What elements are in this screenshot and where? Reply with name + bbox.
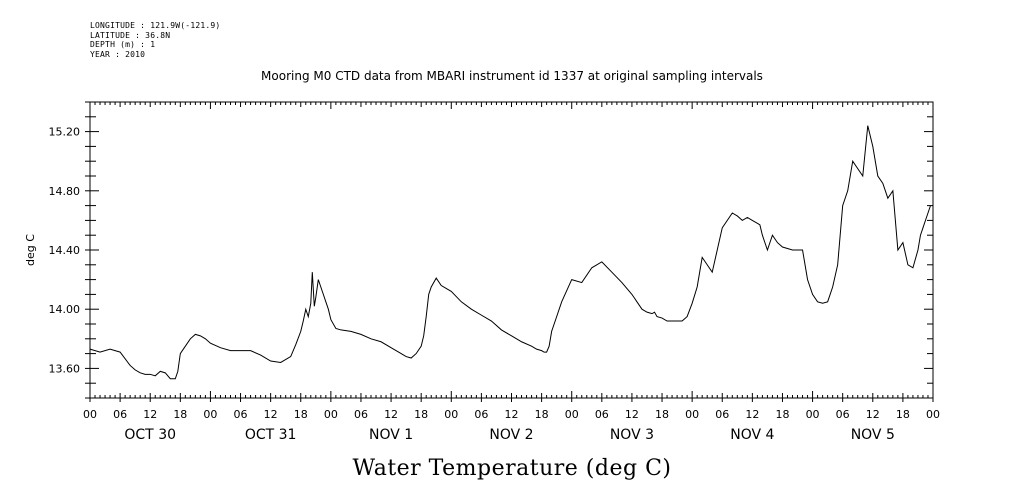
y-tick-label: 14.40	[49, 244, 81, 257]
day-label: NOV 1	[369, 427, 413, 443]
x-tick-label: 00	[324, 408, 338, 421]
y-axis-label: deg C	[24, 234, 37, 266]
x-tick-label: 18	[655, 408, 669, 421]
depth-text: DEPTH (m) : 1	[90, 40, 156, 49]
x-tick-label: 12	[505, 408, 519, 421]
x-tick-label: 06	[113, 408, 127, 421]
x-tick-label: 18	[896, 408, 910, 421]
mooring-metadata: LONGITUDE : 121.9W(-121.9) LATITUDE : 36…	[90, 21, 220, 59]
day-label: NOV 2	[489, 427, 533, 443]
x-tick-label: 06	[234, 408, 248, 421]
x-tick-label: 06	[836, 408, 850, 421]
y-tick-label: 14.00	[49, 303, 81, 316]
x-tick-label: 12	[745, 408, 759, 421]
y-tick-label: 13.60	[49, 362, 81, 375]
x-tick-label: 00	[83, 408, 97, 421]
day-label: OCT 30	[124, 427, 176, 443]
year-text: YEAR : 2010	[90, 49, 146, 59]
x-tick-label: 18	[294, 408, 308, 421]
x-tick-label: 12	[264, 408, 278, 421]
x-tick-label: 00	[565, 408, 579, 421]
day-label: NOV 4	[730, 427, 774, 443]
y-tick-label: 14.80	[49, 185, 81, 198]
latitude-text: LATITUDE : 36.8N	[90, 30, 171, 40]
day-label: OCT 31	[245, 427, 297, 443]
y-tick-label: 15.20	[49, 126, 81, 139]
water-temperature-line	[89, 125, 931, 380]
x-tick-label: 18	[414, 408, 428, 421]
x-tick-label: 12	[143, 408, 157, 421]
x-tick-label: 06	[474, 408, 488, 421]
x-tick-label: 06	[715, 408, 729, 421]
x-tick-label: 00	[806, 408, 820, 421]
x-tick-label: 12	[625, 408, 639, 421]
x-tick-label: 06	[595, 408, 609, 421]
x-tick-label: 18	[775, 408, 789, 421]
bottom-title: Water Temperature (deg C)	[353, 456, 672, 481]
plot-frame	[89, 101, 934, 399]
day-label: NOV 5	[851, 427, 895, 443]
x-tick-label: 00	[444, 408, 458, 421]
day-label: NOV 3	[610, 427, 654, 443]
tick-group	[85, 101, 934, 402]
x-tick-label: 12	[384, 408, 398, 421]
x-tick-label: 00	[685, 408, 699, 421]
x-tick-label: 12	[866, 408, 880, 421]
x-tick-label: 18	[535, 408, 549, 421]
chart-title: Mooring M0 CTD data from MBARI instrumen…	[261, 69, 763, 83]
tick-label-group: 00 06 12 18 00 06 12 18 00 06 12 18 00 06 12 18 00 06 12 18…	[49, 126, 941, 443]
x-tick-label: 18	[173, 408, 187, 421]
longitude-text: LONGITUDE : 121.9W(-121.9)	[90, 21, 221, 30]
x-tick-label: 00	[203, 408, 217, 421]
x-tick-label: 06	[354, 408, 368, 421]
x-tick-label: 00	[926, 408, 940, 421]
